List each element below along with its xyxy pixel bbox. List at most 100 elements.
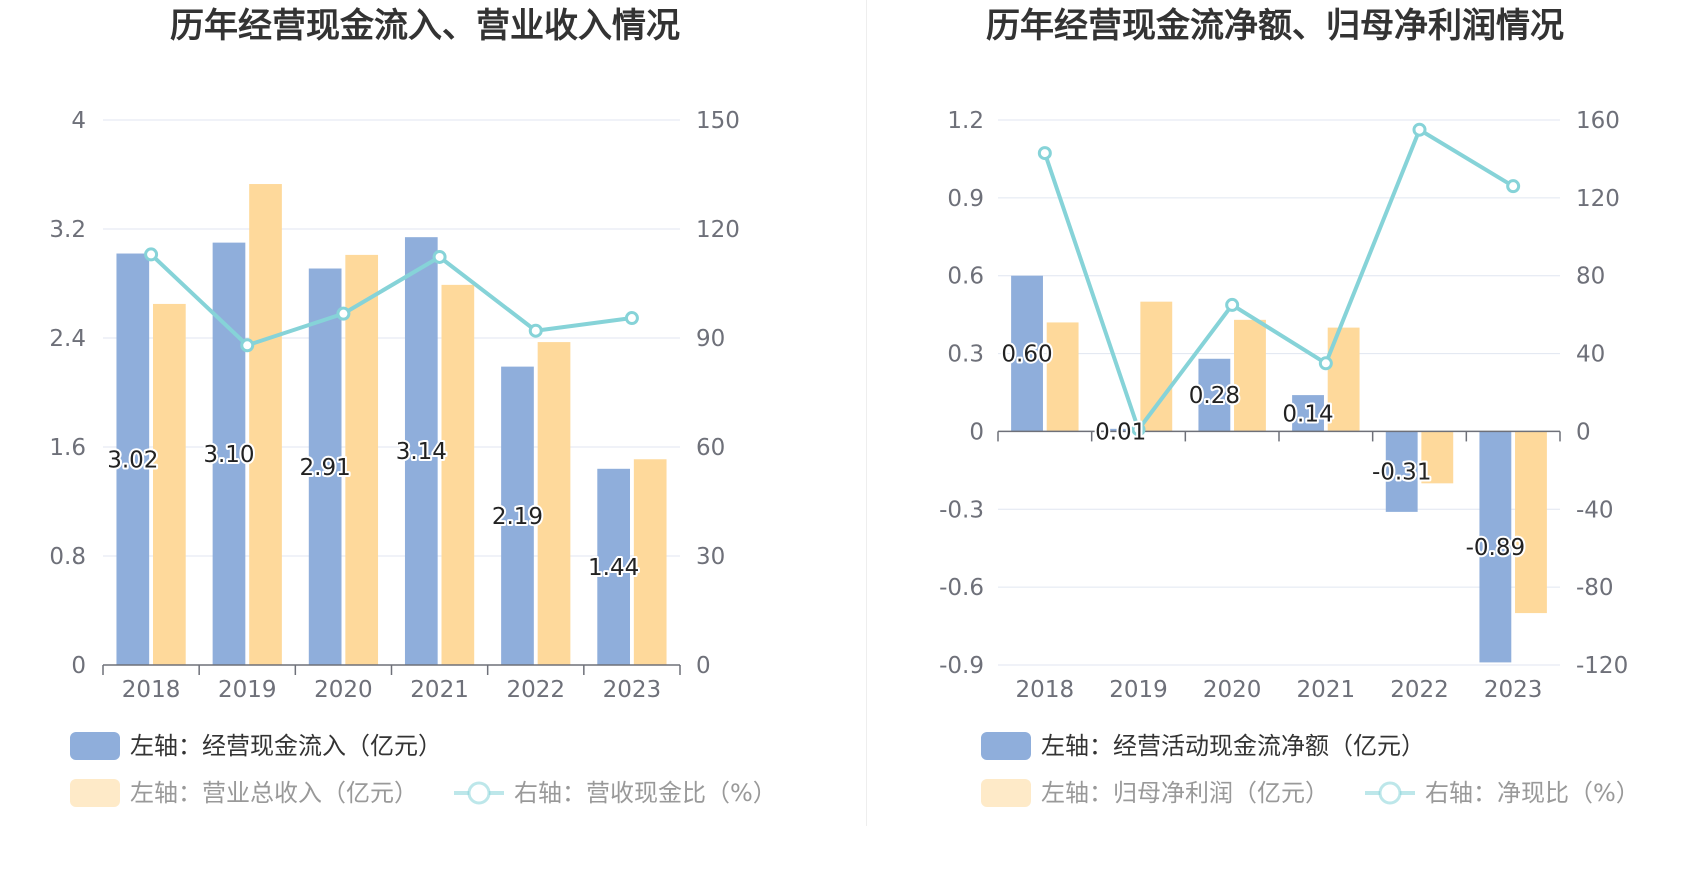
line-point bbox=[1412, 122, 1427, 137]
bar-series-2 bbox=[633, 459, 667, 665]
bar-series-2 bbox=[441, 284, 475, 665]
bar-data-label: 2.19 bbox=[492, 504, 543, 530]
bar-data-label: 0.01 bbox=[1095, 419, 1146, 445]
y-right-tick-label: 90 bbox=[696, 326, 725, 352]
bar-data-label: 0.14 bbox=[1282, 401, 1333, 427]
bar-series-1 bbox=[1011, 275, 1043, 432]
legend-label-series-2: 左轴：营业总收入（亿元） bbox=[130, 779, 418, 807]
line-point bbox=[1506, 179, 1521, 194]
line-point bbox=[432, 249, 447, 264]
bar-series-1 bbox=[212, 242, 246, 665]
line-series bbox=[149, 252, 633, 348]
bar-series-2 bbox=[1140, 301, 1173, 432]
y-left-tick-label: 0.3 bbox=[947, 342, 984, 368]
x-tick-label: 2018 bbox=[122, 677, 181, 703]
y-left-tick-label: -0.6 bbox=[939, 575, 984, 601]
y-left-tick-label: 3.2 bbox=[49, 217, 86, 243]
y-right-tick-label: -120 bbox=[1576, 653, 1628, 679]
legend-label-series-3: 右轴：净现比（%） bbox=[1425, 779, 1640, 807]
y-left-tick-label: -0.9 bbox=[939, 653, 984, 679]
bar-series-2 bbox=[345, 254, 379, 665]
x-tick-label: 2018 bbox=[1016, 677, 1075, 703]
bar-series-1 bbox=[116, 253, 150, 665]
y-right-tick-label: 0 bbox=[696, 653, 711, 679]
bar-series-1 bbox=[501, 366, 534, 665]
chart-title: 历年经营现金流净额、归母净利润情况 bbox=[986, 6, 1564, 46]
y-right-tick-label: 80 bbox=[1576, 264, 1605, 290]
bar-data-label: 3.10 bbox=[203, 442, 254, 468]
legend-marker-series-3 bbox=[1378, 781, 1402, 805]
y-left-tick-label: 0 bbox=[71, 653, 86, 679]
legend-label-series-3: 右轴：营收现金比（%） bbox=[514, 779, 777, 807]
bar-data-label: -0.31 bbox=[1372, 460, 1432, 486]
y-left-tick-label: 0 bbox=[969, 419, 984, 445]
line-point bbox=[624, 311, 639, 326]
chart-panel-net-cash-flow: 历年经营现金流净额、归母净利润情况 -0.9 -0.6 -0.3 0 0.3 0.6 0.9… bbox=[850, 0, 1700, 874]
bar-data-label: 1.44 bbox=[588, 555, 639, 581]
y-left-tick-label: 1.6 bbox=[49, 435, 86, 461]
y-right-tick-label: 120 bbox=[696, 217, 740, 243]
legend-label-series-1: 左轴：经营活动现金流净额（亿元） bbox=[1041, 732, 1425, 760]
legend-swatch-series-1 bbox=[70, 732, 120, 760]
bar-series-2 bbox=[1421, 431, 1454, 484]
y-right-tick-label: 0 bbox=[1576, 419, 1591, 445]
bar-data-label: 0.60 bbox=[1001, 342, 1052, 368]
y-left-tick-label: 2.4 bbox=[49, 326, 86, 352]
x-tick-label: 2022 bbox=[1390, 677, 1449, 703]
line-point bbox=[1318, 356, 1333, 371]
bar-series-1 bbox=[597, 468, 630, 665]
bar-data-label: 3.02 bbox=[107, 447, 158, 473]
x-tick-label: 2021 bbox=[1297, 677, 1356, 703]
bar-series-2 bbox=[1046, 322, 1079, 432]
panel-divider bbox=[866, 0, 867, 826]
bar-series-1 bbox=[308, 268, 342, 665]
bar-series-1 bbox=[1479, 431, 1512, 663]
y-left-tick-label: -0.3 bbox=[939, 497, 984, 523]
y-right-tick-label: 120 bbox=[1576, 186, 1620, 212]
chart-svg: 0 0.8 1.6 2.4 3.2 4 0 30 60 90 120 150 2018 2019 2020 2… bbox=[49, 108, 777, 807]
x-tick-label: 2020 bbox=[1203, 677, 1262, 703]
bar-series-1 bbox=[1104, 428, 1137, 432]
y-right-tick-label: -80 bbox=[1576, 575, 1614, 601]
line-point bbox=[240, 338, 255, 353]
line-series bbox=[1042, 127, 1515, 432]
line-point bbox=[336, 306, 351, 321]
x-tick-label: 2019 bbox=[1109, 677, 1168, 703]
x-tick-label: 2020 bbox=[314, 677, 373, 703]
x-tick-label: 2021 bbox=[410, 677, 469, 703]
y-right-tick-label: 40 bbox=[1576, 342, 1605, 368]
chart-panel-cash-inflow: 历年经营现金流入、营业收入情况 0 0.8 1.6 2.4 3.2 4 0 30 60 90 120… bbox=[49, 6, 777, 807]
legend-marker-series-3 bbox=[467, 781, 491, 805]
line-point bbox=[1225, 297, 1240, 312]
legend-swatch-series-2 bbox=[70, 779, 120, 807]
bar-series-2 bbox=[537, 342, 571, 665]
bar-series-2 bbox=[1234, 319, 1266, 432]
y-left-tick-label: 1.2 bbox=[947, 108, 984, 134]
y-left-tick-label: 0.8 bbox=[49, 544, 86, 570]
legend-swatch-series-1 bbox=[981, 732, 1031, 760]
chart-title: 历年经营现金流入、营业收入情况 bbox=[170, 6, 680, 46]
y-right-tick-label: 160 bbox=[1576, 108, 1620, 134]
line-point bbox=[144, 247, 159, 262]
y-right-tick-label: 60 bbox=[696, 435, 725, 461]
legend-label-series-2: 左轴：归母净利润（亿元） bbox=[1041, 779, 1329, 807]
bar-series-2 bbox=[153, 303, 186, 665]
bar-data-label: 0.28 bbox=[1189, 383, 1240, 409]
y-right-tick-label: -40 bbox=[1576, 497, 1614, 523]
x-tick-label: 2023 bbox=[1484, 677, 1543, 703]
bar-data-label: 2.91 bbox=[300, 455, 351, 481]
y-left-tick-label: 4 bbox=[71, 108, 86, 134]
legend-label-series-1: 左轴：经营现金流入（亿元） bbox=[130, 732, 442, 760]
bar-data-label: -0.89 bbox=[1466, 535, 1526, 561]
chart-svg: -0.9 -0.6 -0.3 0 0.3 0.6 0.9 1.2 -120 -80 -40 0 40 80… bbox=[939, 108, 1640, 807]
bar-series-2 bbox=[249, 184, 282, 665]
bar-series-1 bbox=[1198, 358, 1231, 432]
line-point bbox=[1131, 422, 1146, 437]
x-tick-label: 2023 bbox=[603, 677, 662, 703]
y-right-tick-label: 30 bbox=[696, 544, 725, 570]
bar-series-1 bbox=[404, 237, 438, 666]
bar-series-1 bbox=[1385, 431, 1418, 512]
line-point bbox=[1037, 146, 1052, 161]
x-tick-label: 2019 bbox=[218, 677, 277, 703]
y-left-tick-label: 0.6 bbox=[947, 264, 984, 290]
